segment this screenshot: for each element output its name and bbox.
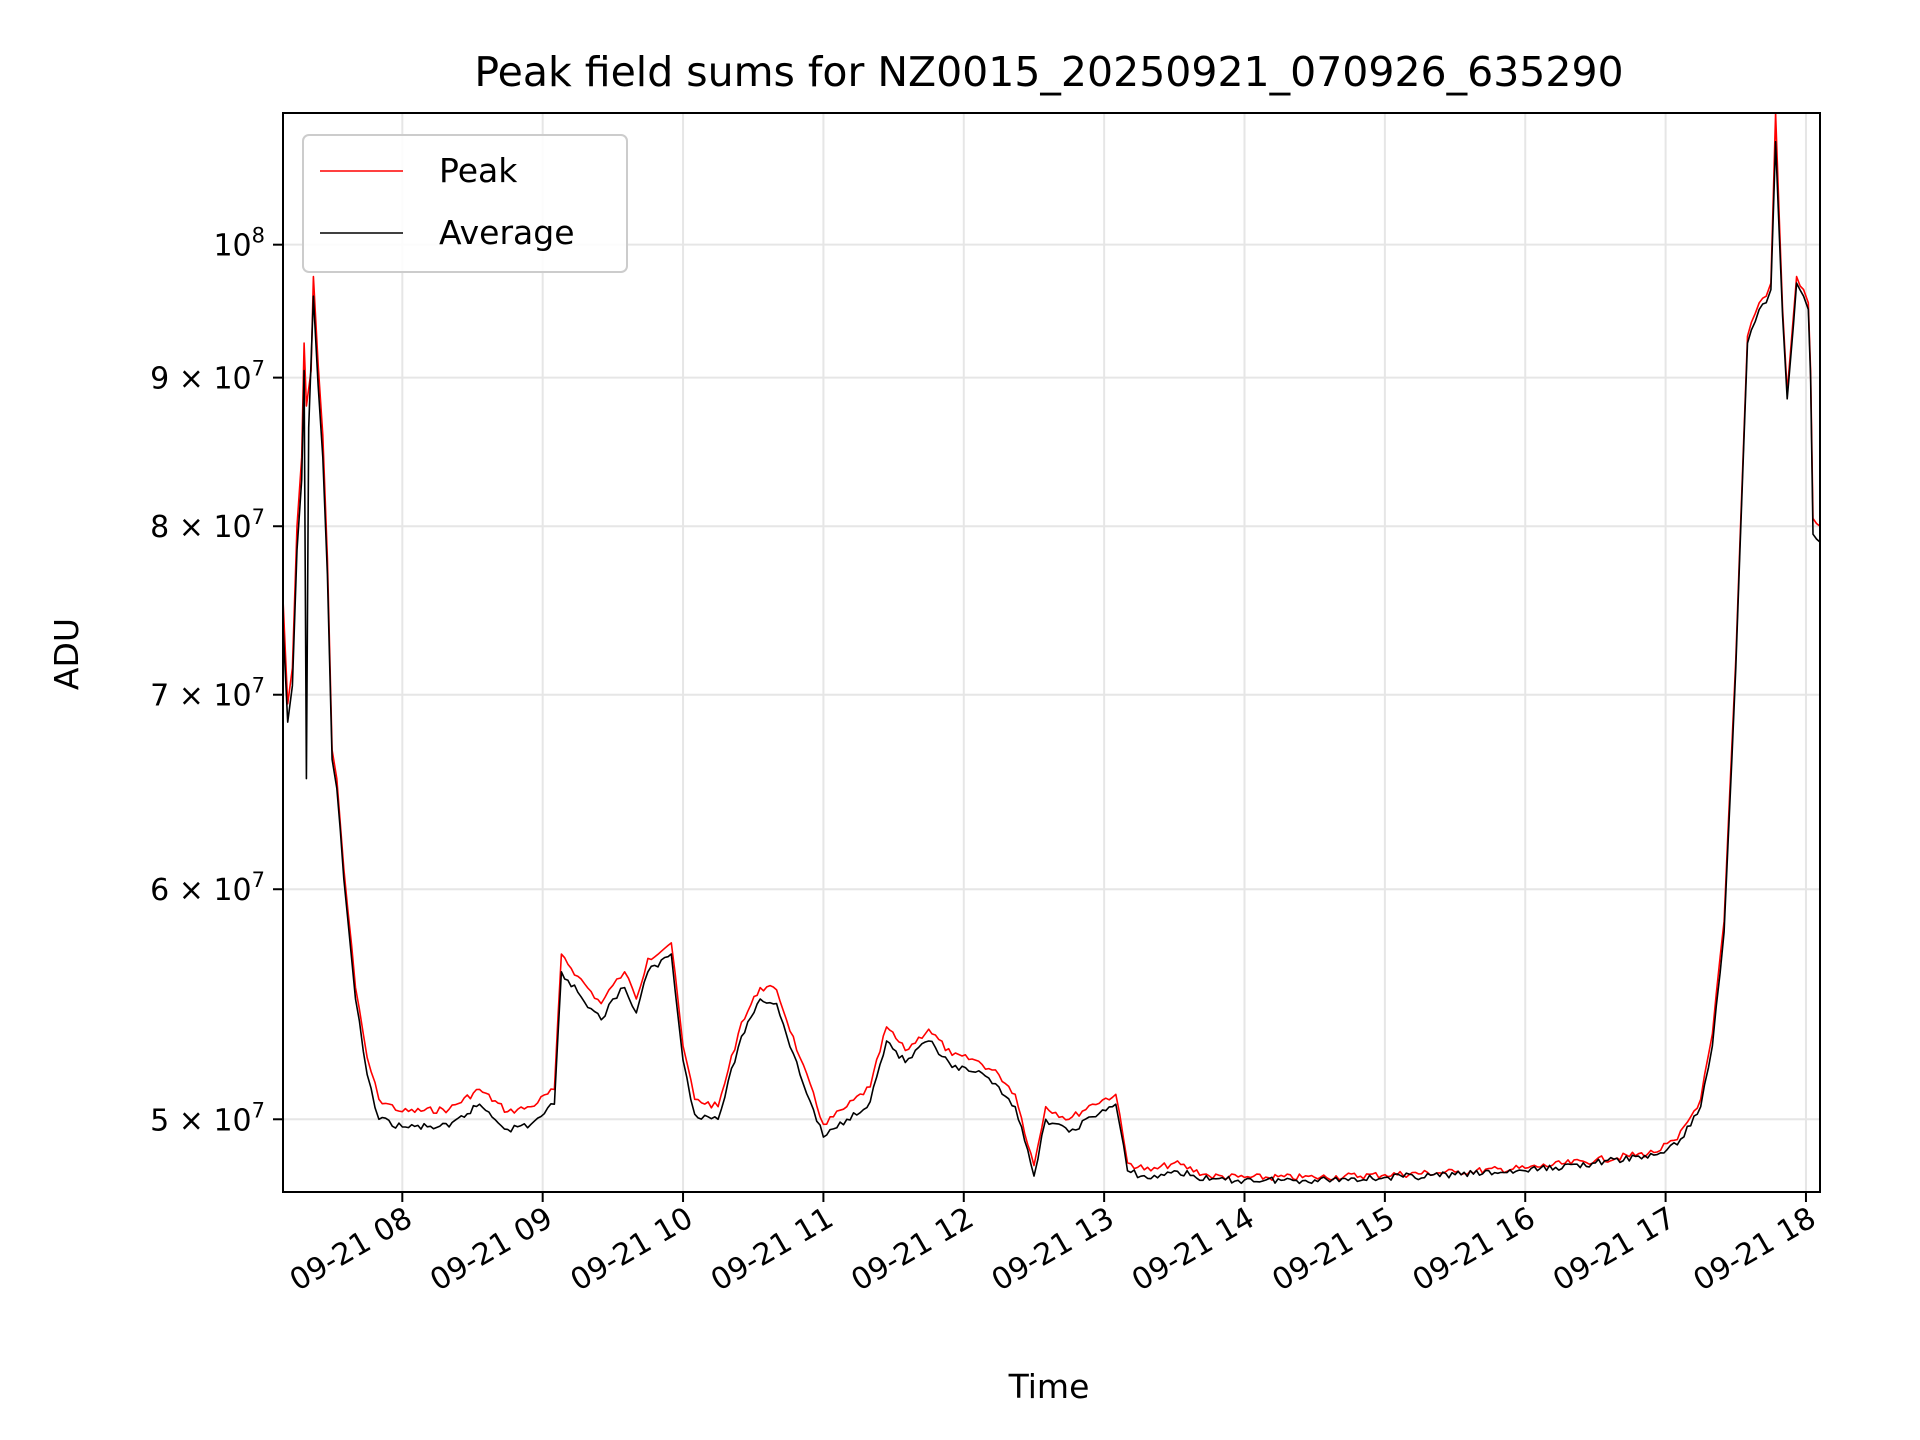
plot-frame [282,112,1821,1193]
y-tick-exponent: 8 [252,224,265,248]
plot-area: 09-21 08 09-21 09 09-21 10 09-21 11 09-21 12… [150,112,1822,1298]
series-layer [283,113,1820,1185]
chart-title: Peak field sums for NZ0015_20250921_0709… [474,48,1623,96]
y-tick-exponent: 7 [252,357,265,381]
y-tick-mantissa: 9 [150,362,169,397]
grid [283,113,1820,1192]
y-tick-exponent: 7 [252,674,265,698]
y-tick-label: 6 × 107 [150,868,265,908]
y-axis-label: ADU [47,618,86,690]
y-tick-label: 7 × 107 [150,674,265,714]
y-tick-mantissa: 7 [150,679,169,714]
y-tick-exponent: 7 [252,868,265,892]
series-line-peak [283,113,1820,1181]
y-tick-mantissa: 5 [150,1103,169,1138]
y-tick-exponent: 7 [252,1098,265,1122]
legend: Peak Average [302,134,628,273]
y-tick-label: 108 [213,224,265,264]
legend-label-average: Average [439,213,575,252]
plot-background [283,113,1820,1192]
y-tick-exponent: 7 [252,505,265,529]
series-line-average [283,140,1820,1185]
x-axis-label: Time [1008,1367,1090,1406]
y-tick-mantissa: 8 [150,510,169,545]
y-axis: 5 × 107 6 × 107 7 × 107 8 × 107 9 × 107 108 [150,224,283,1138]
y-tick-label: 8 × 107 [150,505,265,545]
y-tick-mantissa: 6 [150,873,169,908]
legend-box [302,134,628,273]
legend-label-peak: Peak [439,151,518,190]
y-tick-label: 9 × 107 [150,357,265,397]
y-tick-label: 5 × 107 [150,1098,265,1138]
